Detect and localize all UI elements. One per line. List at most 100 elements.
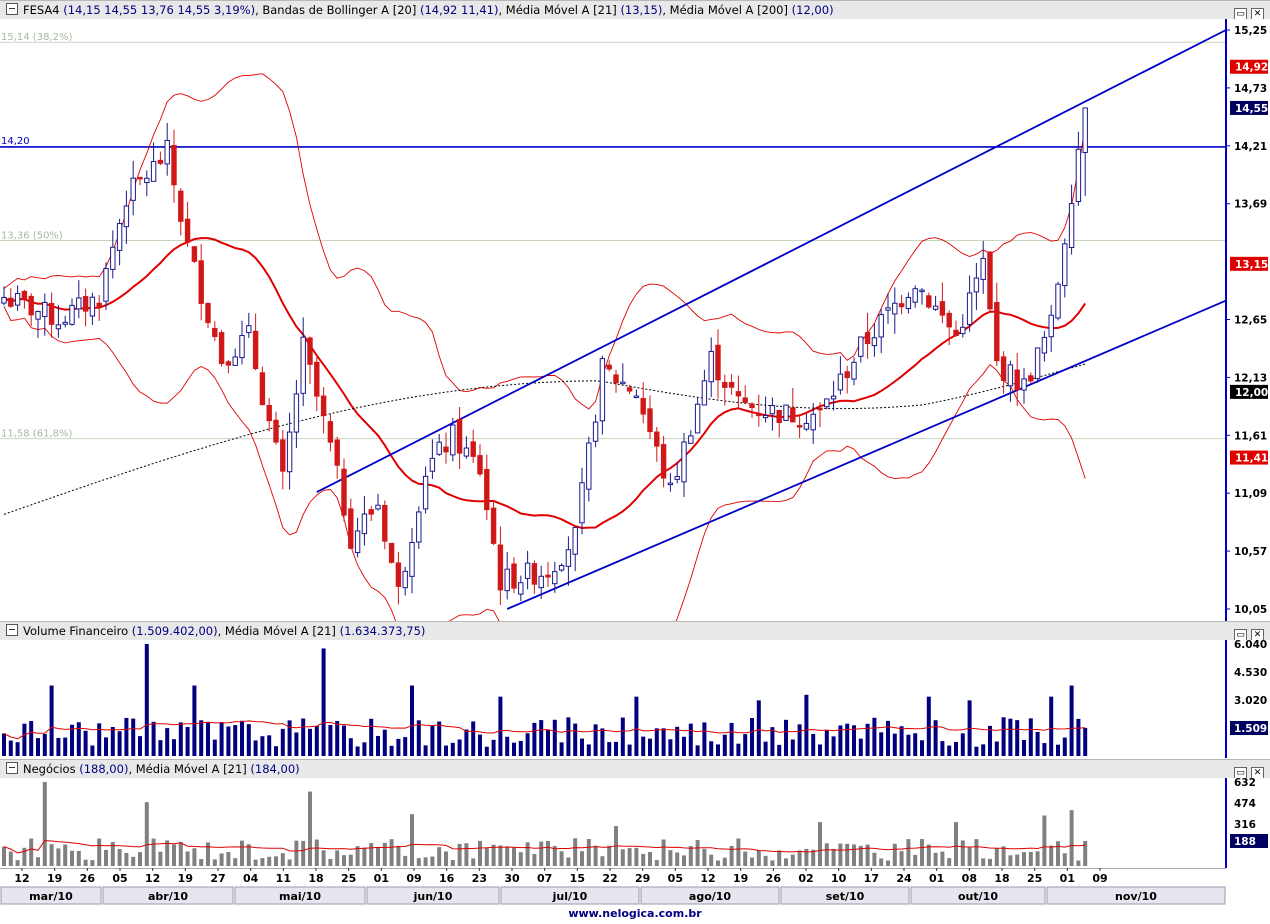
data-bar bbox=[124, 852, 129, 866]
x-month-label: set/10 bbox=[826, 890, 865, 903]
panel-minimize-icon[interactable]: ▭ bbox=[1234, 767, 1247, 778]
data-bar bbox=[920, 740, 924, 756]
data-bar bbox=[546, 730, 550, 756]
candle-body bbox=[164, 139, 170, 165]
data-bar bbox=[1008, 718, 1013, 756]
data-bar bbox=[940, 741, 945, 756]
data-bar bbox=[865, 723, 870, 756]
data-bar bbox=[559, 851, 564, 866]
data-bar bbox=[117, 849, 122, 866]
panel-minimize-icon[interactable]: ▭ bbox=[1234, 629, 1247, 640]
panel-minimize-icon[interactable]: ▭ bbox=[1234, 8, 1247, 19]
panel-collapse-icon[interactable] bbox=[6, 624, 18, 636]
month-box bbox=[102, 886, 234, 905]
data-bar bbox=[15, 742, 20, 756]
candle-body bbox=[851, 361, 857, 380]
data-bar bbox=[321, 850, 326, 866]
candle-body bbox=[953, 329, 959, 336]
data-bar bbox=[437, 847, 442, 866]
data-bar bbox=[301, 840, 306, 866]
candle-body bbox=[613, 374, 619, 384]
data-bar bbox=[818, 822, 822, 866]
x-day-label: 01 bbox=[929, 872, 944, 885]
data-bar bbox=[627, 848, 632, 866]
data-bar bbox=[185, 851, 190, 866]
candle-body bbox=[885, 307, 891, 311]
candle-body bbox=[660, 444, 667, 479]
candle-body bbox=[286, 431, 293, 473]
data-bar bbox=[362, 742, 367, 756]
data-bar bbox=[498, 845, 503, 866]
candle-body bbox=[1068, 203, 1075, 248]
data-bar bbox=[226, 726, 231, 756]
data-bar bbox=[926, 696, 931, 756]
data-bar bbox=[573, 723, 578, 756]
data-bar bbox=[56, 737, 61, 756]
data-bar bbox=[376, 847, 380, 866]
data-bar bbox=[661, 839, 666, 866]
data-bar bbox=[586, 838, 591, 866]
panel-collapse-icon[interactable] bbox=[6, 3, 18, 15]
candle-body bbox=[239, 334, 245, 359]
panel-collapse-icon[interactable] bbox=[6, 762, 18, 774]
data-bar bbox=[335, 850, 340, 866]
candle-body bbox=[830, 395, 837, 400]
x-day-label: 22 bbox=[602, 872, 617, 885]
data-bar bbox=[682, 736, 686, 756]
x-day-label: 08 bbox=[962, 872, 977, 885]
ma21-line bbox=[3, 237, 1087, 530]
data-bar bbox=[389, 745, 394, 756]
data-bar bbox=[253, 859, 258, 866]
data-bar bbox=[280, 728, 285, 756]
x-month-label: mar/10 bbox=[29, 890, 73, 903]
price-chart: 15,14 (38,2%) 13,36 (50%) 11,58 (61,8%) 14,… bbox=[0, 19, 1270, 621]
panel-close-icon[interactable]: ✕ bbox=[1251, 767, 1264, 778]
candle-body bbox=[803, 422, 810, 430]
data-bar bbox=[580, 738, 584, 756]
x-day-label: 12 bbox=[700, 872, 715, 885]
candle-body bbox=[776, 409, 782, 423]
candle-body bbox=[688, 435, 694, 444]
data-bar bbox=[940, 851, 945, 866]
data-bar bbox=[777, 744, 782, 756]
panel-close-icon[interactable]: ✕ bbox=[1251, 629, 1264, 640]
data-bar bbox=[29, 838, 34, 866]
quote-values: (14,15 14,55 13,76 14,55 3,19%) bbox=[63, 3, 256, 17]
trendline-upper bbox=[316, 29, 1227, 493]
candle-body bbox=[1028, 375, 1034, 382]
panel-close-icon[interactable]: ✕ bbox=[1251, 8, 1264, 19]
data-bar bbox=[49, 685, 54, 756]
month-box bbox=[0, 886, 102, 905]
bollinger-values: (14,92 11,41) bbox=[419, 3, 499, 17]
data-bar bbox=[593, 845, 598, 866]
x-day-label: 10 bbox=[831, 872, 847, 885]
data-bar bbox=[627, 744, 632, 756]
ma200-label: Média Móvel A [200] bbox=[669, 3, 788, 17]
last-value-box bbox=[1230, 834, 1268, 849]
candle-body bbox=[191, 246, 198, 262]
candle-body bbox=[354, 530, 361, 554]
data-bar bbox=[852, 725, 856, 756]
candle-body bbox=[742, 397, 748, 403]
candle-body bbox=[681, 441, 687, 483]
candle-body bbox=[1021, 378, 1027, 391]
data-bar bbox=[994, 741, 999, 756]
x-month-label: nov/10 bbox=[1115, 890, 1157, 903]
last-value-label: 1.509 bbox=[1234, 723, 1267, 735]
candle-body bbox=[994, 302, 1000, 362]
data-bar bbox=[464, 843, 469, 866]
data-bar bbox=[1035, 851, 1040, 866]
footer-link[interactable]: www.nelogica.com.br bbox=[0, 906, 1270, 924]
volume-ma-values: (1.634.373,75) bbox=[339, 624, 426, 638]
candle-body bbox=[1041, 336, 1048, 354]
candle-body bbox=[62, 321, 68, 325]
data-bar bbox=[695, 745, 700, 756]
volume-ma-label: Média Móvel A [21] bbox=[224, 624, 336, 638]
candle-body bbox=[722, 381, 728, 388]
data-bar bbox=[314, 725, 319, 756]
month-box bbox=[780, 886, 910, 905]
data-bar bbox=[648, 851, 652, 866]
candle-body bbox=[898, 303, 905, 308]
data-bar bbox=[879, 858, 884, 866]
data-bar bbox=[546, 841, 550, 866]
